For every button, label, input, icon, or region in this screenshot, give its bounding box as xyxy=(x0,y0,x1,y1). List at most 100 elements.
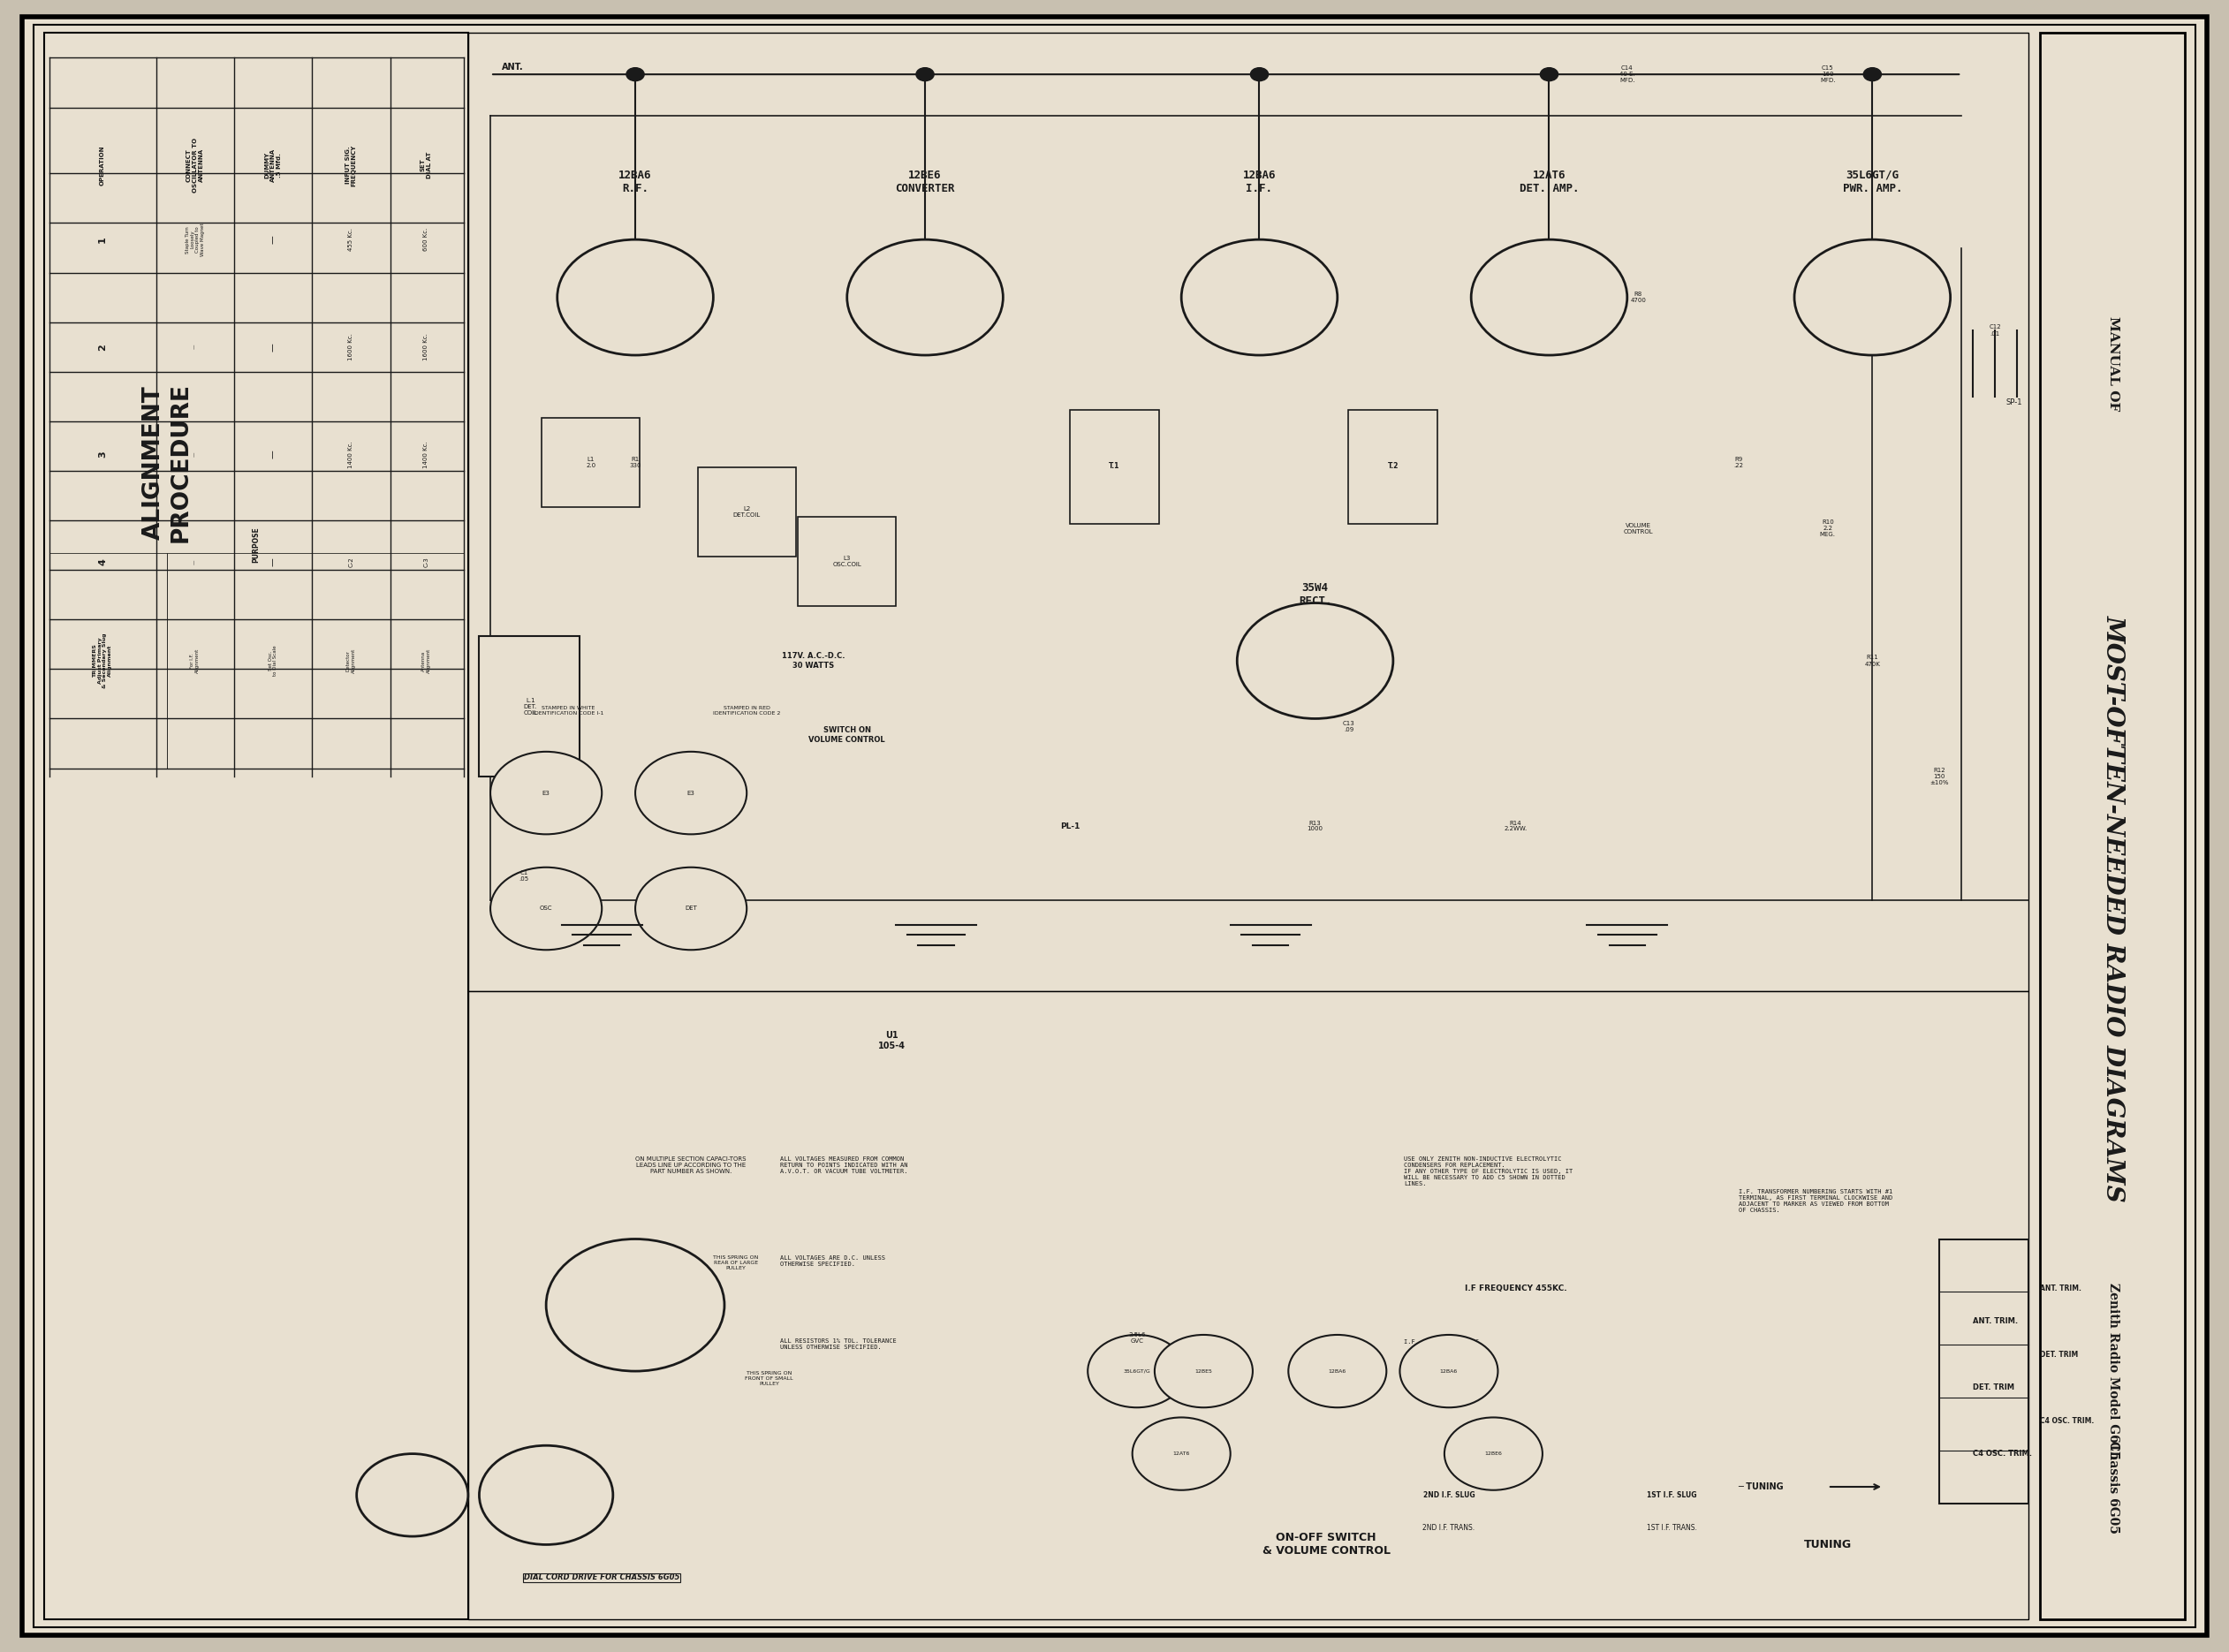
Circle shape xyxy=(1471,240,1627,355)
Text: ON MULTIPLE SECTION CAPACI-TORS
LEADS LINE UP ACCORDING TO THE
PART NUMBER AS SH: ON MULTIPLE SECTION CAPACI-TORS LEADS LI… xyxy=(635,1156,747,1175)
Text: —: — xyxy=(270,557,276,567)
FancyBboxPatch shape xyxy=(1070,410,1159,524)
Circle shape xyxy=(1794,240,1950,355)
FancyBboxPatch shape xyxy=(698,468,796,557)
Circle shape xyxy=(1863,68,1881,81)
Text: ALL VOLTAGES ARE D.C. UNLESS
OTHERWISE SPECIFIED.: ALL VOLTAGES ARE D.C. UNLESS OTHERWISE S… xyxy=(780,1256,885,1267)
Text: Staple Turn
Loosely
Coupled to
Wave Magnet: Staple Turn Loosely Coupled to Wave Magn… xyxy=(185,223,205,256)
Text: ALL RESISTORS 1% TOL. TOLERANCE
UNLESS OTHERWISE SPECIFIED.: ALL RESISTORS 1% TOL. TOLERANCE UNLESS O… xyxy=(780,1338,896,1350)
Text: 600 Kc.: 600 Kc. xyxy=(424,228,428,251)
Text: L.1
DET.
COIL: L.1 DET. COIL xyxy=(524,699,537,715)
Text: 12BE5: 12BE5 xyxy=(1195,1370,1213,1373)
Circle shape xyxy=(1088,1335,1186,1408)
Text: STAMPED IN WHITE
IDENTIFICATION CODE I-1: STAMPED IN WHITE IDENTIFICATION CODE I-1 xyxy=(533,705,604,715)
Circle shape xyxy=(1250,68,1268,81)
Text: U1
105-4: U1 105-4 xyxy=(878,1031,905,1051)
Text: 12BA6
I.F.: 12BA6 I.F. xyxy=(1244,170,1275,193)
Text: ALIGNMENT
PROCEDURE: ALIGNMENT PROCEDURE xyxy=(143,383,192,542)
Text: 455 Kc.: 455 Kc. xyxy=(348,228,354,251)
Text: Detector
Alignment: Detector Alignment xyxy=(345,648,357,674)
Text: 1600 Kc.: 1600 Kc. xyxy=(348,334,354,360)
Text: DUMMY
ANTENNA
.5 Mfd.: DUMMY ANTENNA .5 Mfd. xyxy=(265,149,281,182)
Text: DET. TRIM: DET. TRIM xyxy=(1973,1384,2015,1391)
Text: C15
160
MFD.: C15 160 MFD. xyxy=(1821,66,1834,83)
Text: OPERATION: OPERATION xyxy=(100,145,105,185)
FancyBboxPatch shape xyxy=(45,33,468,1619)
Text: CONNECT
OSCILLATOR TO
ANTENNA: CONNECT OSCILLATOR TO ANTENNA xyxy=(187,137,203,193)
Text: 12AT6
DET. AMP.: 12AT6 DET. AMP. xyxy=(1520,170,1578,193)
Circle shape xyxy=(1444,1417,1542,1490)
Text: 12BE6
CONVERTER: 12BE6 CONVERTER xyxy=(896,170,954,193)
Text: 1ST I.F. SLUG: 1ST I.F. SLUG xyxy=(1647,1492,1696,1498)
Text: 35W4
RECT.: 35W4 RECT. xyxy=(1300,583,1331,606)
Text: C4 OSC. TRIM.: C4 OSC. TRIM. xyxy=(2040,1417,2093,1424)
Text: L3
OSC.COIL: L3 OSC.COIL xyxy=(834,557,860,567)
Circle shape xyxy=(1181,240,1337,355)
Text: ANT.: ANT. xyxy=(502,63,524,71)
Text: Antenna
Alignment: Antenna Alignment xyxy=(421,648,430,674)
Text: Zenith Radio Model G615: Zenith Radio Model G615 xyxy=(2106,1282,2120,1460)
FancyBboxPatch shape xyxy=(1349,410,1438,524)
Text: R9
.22: R9 .22 xyxy=(1734,458,1743,468)
FancyBboxPatch shape xyxy=(798,517,896,606)
Circle shape xyxy=(1237,603,1393,719)
Text: VOLUME
CONTROL: VOLUME CONTROL xyxy=(1623,524,1654,534)
Text: 1: 1 xyxy=(98,236,107,243)
Text: I.F FREQUENCY 455KC.: I.F FREQUENCY 455KC. xyxy=(1464,1285,1567,1292)
Text: 1400 Kc.: 1400 Kc. xyxy=(424,441,428,468)
Text: Set Osc.
to Dial Scale: Set Osc. to Dial Scale xyxy=(267,646,279,676)
Text: 4: 4 xyxy=(98,558,107,565)
Text: C12
.01: C12 .01 xyxy=(1988,325,2002,335)
Text: PURPOSE: PURPOSE xyxy=(252,527,261,563)
Text: C-3: C-3 xyxy=(424,557,428,567)
Text: R12
150
±10%: R12 150 ±10% xyxy=(1930,768,1948,785)
Text: R13
1000: R13 1000 xyxy=(1306,821,1324,831)
Text: C14
40 E.
MFD.: C14 40 E. MFD. xyxy=(1618,66,1636,83)
Text: 12BA6: 12BA6 xyxy=(1328,1370,1346,1373)
Text: R14
2.2WW.: R14 2.2WW. xyxy=(1505,821,1527,831)
Text: PL-1: PL-1 xyxy=(1061,823,1079,829)
Circle shape xyxy=(635,752,747,834)
Text: —: — xyxy=(270,449,276,459)
Text: MANUAL OF: MANUAL OF xyxy=(2106,316,2120,411)
Text: 1400 Kc.: 1400 Kc. xyxy=(348,441,354,468)
Text: 2ND I.F. SLUG: 2ND I.F. SLUG xyxy=(1422,1492,1476,1498)
FancyBboxPatch shape xyxy=(479,636,580,776)
Text: 12BA6: 12BA6 xyxy=(1440,1370,1458,1373)
Text: ANT. TRIM.: ANT. TRIM. xyxy=(2040,1285,2082,1292)
Text: T.2: T.2 xyxy=(1389,463,1398,469)
Text: ALL VOLTAGES MEASURED FROM COMMON
RETURN TO POINTS INDICATED WITH AN
A.V.O.T. OR: ALL VOLTAGES MEASURED FROM COMMON RETURN… xyxy=(780,1156,907,1175)
Text: 12AT6: 12AT6 xyxy=(1172,1452,1190,1455)
Circle shape xyxy=(1288,1335,1386,1408)
Text: E3: E3 xyxy=(542,790,551,796)
Text: I.F. TRANSFORMER NUMBERING STARTS WITH #1
TERMINAL, AS FIRST TERMINAL CLOCKWISE : I.F. TRANSFORMER NUMBERING STARTS WITH #… xyxy=(1739,1189,1892,1213)
Text: 2: 2 xyxy=(98,344,107,350)
Circle shape xyxy=(1155,1335,1253,1408)
Circle shape xyxy=(635,867,747,950)
Text: Chassis 6G05: Chassis 6G05 xyxy=(2106,1441,2120,1533)
Circle shape xyxy=(847,240,1003,355)
Text: L1
2.0: L1 2.0 xyxy=(586,458,595,468)
Text: USE ONLY ZENITH NON-INDUCTIVE ELECTROLYTIC
CONDENSERS FOR REPLACEMENT.
IF ANY OT: USE ONLY ZENITH NON-INDUCTIVE ELECTROLYT… xyxy=(1404,1156,1574,1186)
Text: 1ST I.F. TRANS.: 1ST I.F. TRANS. xyxy=(1647,1525,1696,1531)
FancyBboxPatch shape xyxy=(49,553,167,768)
Text: ─ TUNING: ─ TUNING xyxy=(1739,1482,1783,1492)
FancyBboxPatch shape xyxy=(167,553,464,768)
Text: 3.5L6
GVC: 3.5L6 GVC xyxy=(1128,1333,1146,1343)
Text: DET. TRIM: DET. TRIM xyxy=(2040,1351,2077,1358)
Text: R8
4700: R8 4700 xyxy=(1629,292,1647,302)
Text: INPUT SIG.
FREQUENCY: INPUT SIG. FREQUENCY xyxy=(345,144,357,187)
Circle shape xyxy=(916,68,934,81)
Text: THIS SPRING ON
FRONT OF SMALL
PULLEY: THIS SPRING ON FRONT OF SMALL PULLEY xyxy=(744,1371,794,1386)
Circle shape xyxy=(490,752,602,834)
Text: 35L6GT/G
PWR. AMP.: 35L6GT/G PWR. AMP. xyxy=(1843,170,1901,193)
Text: STAMPED IN RED
IDENTIFICATION CODE 2: STAMPED IN RED IDENTIFICATION CODE 2 xyxy=(713,705,780,715)
Text: TUNING: TUNING xyxy=(1803,1540,1852,1550)
Text: —: — xyxy=(270,235,276,244)
Circle shape xyxy=(1132,1417,1230,1490)
Text: 3: 3 xyxy=(98,451,107,458)
Text: ANT. TRIM.: ANT. TRIM. xyxy=(1973,1318,2017,1325)
Circle shape xyxy=(546,1239,724,1371)
Text: —: — xyxy=(194,453,196,456)
FancyBboxPatch shape xyxy=(468,991,2028,1619)
